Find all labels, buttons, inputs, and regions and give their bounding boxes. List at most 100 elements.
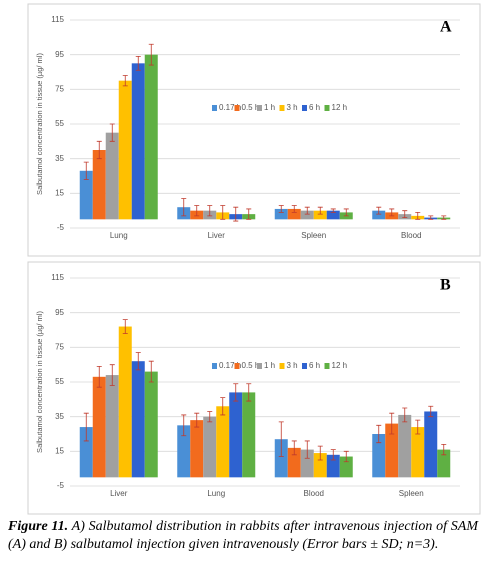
x-tick-label: Blood [304,489,324,498]
legend-swatch [302,105,307,111]
bar [287,447,301,478]
legend-label: 6 h [309,103,320,112]
bar [274,208,288,220]
x-tick-label: Lung [207,489,225,498]
y-tick-label: 35 [55,412,64,421]
error-bar [415,212,421,220]
bar [216,406,230,478]
error-bar [343,450,349,463]
bar [437,449,451,478]
bar [424,411,438,478]
error-bar [278,421,284,457]
bar [118,80,132,220]
caption: Figure 11. A) Salbutamol distribution in… [8,518,478,554]
bar [372,210,386,220]
legend-label: 1 h [264,103,275,112]
legend-swatch [257,363,262,369]
bar [105,375,119,478]
y-axis-label: Salbutamol concentration in tissue (µg/ … [35,53,44,195]
error-bar [304,440,310,459]
bar [326,454,340,478]
error-bar [122,75,128,87]
x-tick-label: Liver [110,489,128,498]
y-tick-label: 95 [55,308,64,317]
y-tick-label: 15 [55,446,64,455]
error-bar [83,412,89,442]
y-tick-label: 75 [55,342,64,351]
error-bar [317,206,323,215]
error-bar [96,366,102,388]
legend-label: 12 h [332,361,348,370]
error-bar [109,364,115,386]
caption-text: A) Salbutamol distribution in rabbits af… [8,519,478,552]
y-tick-label: 55 [55,119,64,128]
error-bar [376,206,382,215]
error-bar [389,412,395,435]
error-bar [304,206,310,215]
error-bar [402,407,408,423]
error-bar [441,215,447,220]
error-bar [389,208,395,217]
bar [313,453,327,478]
error-bar [220,205,226,220]
y-tick-label: 75 [55,84,64,93]
y-tick-label: 55 [55,377,64,386]
legend-swatch [302,363,307,369]
legend-swatch [212,363,217,369]
error-bar [402,210,408,218]
error-bar [96,140,102,160]
error-bar [194,205,200,217]
y-tick-label: 95 [55,50,64,59]
bar [92,150,106,220]
error-bar [415,419,421,435]
bar [229,392,243,478]
legend-swatch [234,105,240,111]
error-bar [376,424,382,444]
error-bar [428,215,434,220]
error-bar [233,206,239,222]
error-bar [291,440,297,456]
legend-swatch [212,105,217,111]
bar [326,210,340,220]
error-bar [220,397,226,416]
x-tick-label: Spleen [399,489,424,498]
bar [300,210,314,220]
bar [144,371,158,478]
y-axis-label: Salbutamol concentration in tissue (µg/ … [35,311,44,453]
error-bar [246,208,252,220]
bar [372,434,386,478]
x-tick-label: Spleen [301,231,326,240]
bar [131,361,145,478]
error-bar [330,208,336,213]
legend-swatch [324,363,330,369]
bar [313,210,327,220]
panel-label: A [440,19,452,36]
bar [144,54,158,220]
error-bar [181,198,187,217]
panel-frame [27,3,481,257]
legend-label: 0.5 h [242,103,260,112]
error-bar [135,352,141,371]
bar [385,423,399,478]
bar [79,427,93,478]
bar [398,414,412,478]
y-tick-label: -5 [57,481,65,490]
legend-swatch [257,105,262,111]
bar [274,439,288,478]
error-bar [83,161,89,180]
error-bar [330,449,336,461]
legend-swatch [234,363,240,369]
y-tick-label: 115 [51,273,64,282]
legend-label: 12 h [332,103,348,112]
x-tick-label: Lung [110,231,128,240]
panel-label: B [440,277,451,294]
bar [203,416,217,478]
error-bar [246,383,252,402]
legend-swatch [324,105,330,111]
error-bar [207,411,213,423]
error-bar [194,412,200,428]
panel-frame [27,261,481,515]
bar [118,326,132,478]
bar [287,208,301,220]
